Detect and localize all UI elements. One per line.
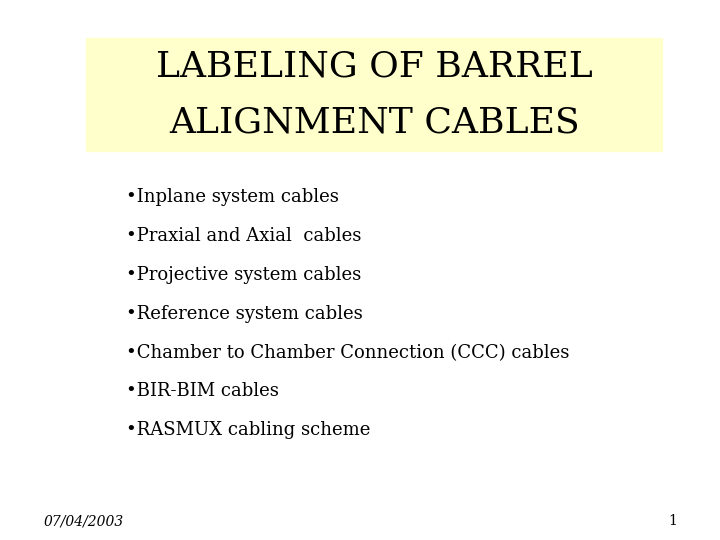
Text: 1: 1 xyxy=(668,514,677,528)
Text: 07/04/2003: 07/04/2003 xyxy=(43,514,123,528)
Text: •Chamber to Chamber Connection (CCC) cables: •Chamber to Chamber Connection (CCC) cab… xyxy=(126,343,570,362)
FancyBboxPatch shape xyxy=(86,38,662,151)
Text: •RASMUX cabling scheme: •RASMUX cabling scheme xyxy=(126,421,370,440)
Text: •BIR-BIM cables: •BIR-BIM cables xyxy=(126,382,279,401)
Text: LABELING OF BARREL: LABELING OF BARREL xyxy=(156,50,593,83)
Text: ALIGNMENT CABLES: ALIGNMENT CABLES xyxy=(169,106,580,139)
Text: •Reference system cables: •Reference system cables xyxy=(126,305,363,323)
Text: •Projective system cables: •Projective system cables xyxy=(126,266,361,284)
Text: •Praxial and Axial  cables: •Praxial and Axial cables xyxy=(126,227,361,245)
Text: •Inplane system cables: •Inplane system cables xyxy=(126,188,339,206)
